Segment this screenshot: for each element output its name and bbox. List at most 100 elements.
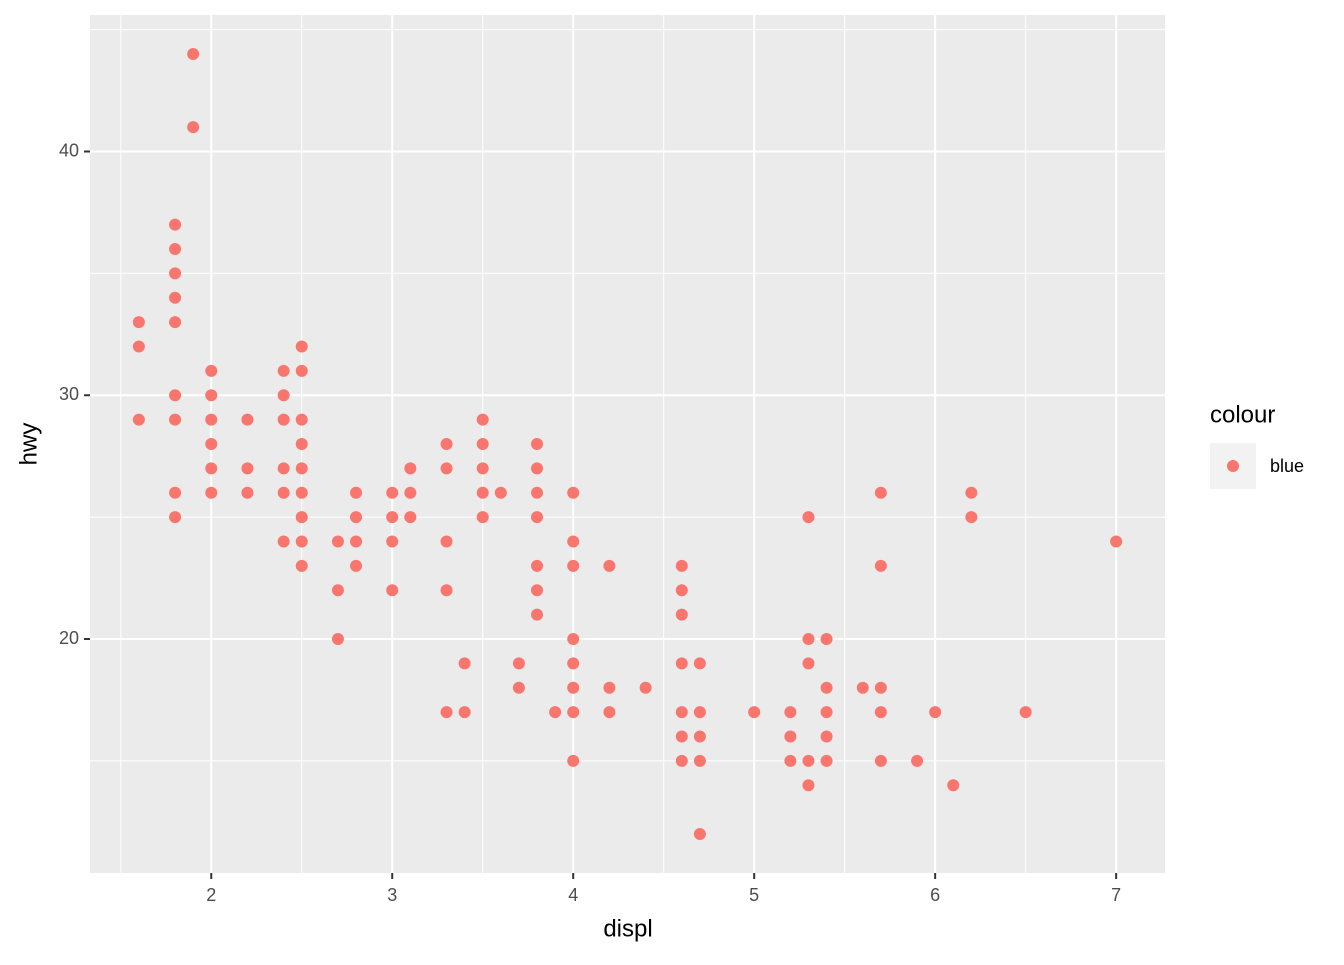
point	[639, 681, 652, 694]
point	[947, 779, 960, 792]
point	[693, 754, 706, 767]
point	[386, 584, 399, 597]
point	[277, 486, 290, 499]
point	[440, 706, 453, 719]
point	[169, 243, 182, 255]
point	[169, 316, 182, 329]
point	[567, 681, 580, 694]
y-tick-label: 40	[59, 140, 79, 160]
point	[404, 511, 417, 524]
point	[1019, 706, 1032, 719]
point	[693, 657, 706, 670]
point	[531, 438, 544, 450]
panel	[90, 15, 1165, 873]
point	[874, 681, 887, 694]
point	[784, 706, 797, 719]
point	[350, 559, 363, 572]
point	[693, 730, 706, 743]
x-tick-label: 5	[749, 885, 759, 905]
point	[693, 706, 706, 719]
point	[567, 706, 580, 719]
point	[603, 681, 616, 694]
point	[567, 535, 580, 548]
point	[549, 706, 562, 719]
point	[404, 462, 417, 475]
point	[675, 754, 688, 767]
point	[169, 413, 182, 426]
point	[820, 706, 833, 719]
point	[531, 608, 544, 621]
point	[567, 486, 580, 499]
point	[350, 486, 363, 499]
y-axis-label: hwy	[15, 423, 42, 466]
point	[476, 413, 489, 426]
point	[874, 486, 887, 499]
point	[205, 364, 218, 377]
point	[169, 267, 182, 280]
point	[169, 389, 182, 402]
point	[911, 754, 924, 767]
legend-title: colour	[1210, 401, 1275, 428]
x-tick-label: 7	[1111, 885, 1121, 905]
point	[531, 559, 544, 572]
point	[440, 438, 453, 450]
point	[476, 486, 489, 499]
point	[965, 486, 978, 499]
point	[820, 681, 833, 694]
point	[531, 462, 544, 475]
point	[531, 486, 544, 499]
point	[205, 413, 218, 426]
point	[476, 511, 489, 524]
point	[205, 486, 218, 499]
point	[603, 559, 616, 572]
point	[169, 291, 182, 304]
point	[748, 706, 761, 719]
point	[386, 511, 399, 524]
point	[386, 486, 399, 499]
point	[965, 511, 978, 524]
point	[132, 316, 145, 329]
point	[169, 218, 182, 231]
point	[820, 633, 833, 645]
point	[675, 584, 688, 597]
x-tick-label: 3	[387, 885, 397, 905]
x-tick-label: 6	[930, 885, 940, 905]
point	[531, 584, 544, 597]
point	[295, 559, 308, 572]
point	[820, 754, 833, 767]
point	[458, 657, 471, 670]
point	[440, 535, 453, 548]
x-tick-label: 2	[206, 885, 216, 905]
point	[567, 657, 580, 670]
point	[132, 340, 145, 353]
point	[675, 559, 688, 572]
point	[476, 462, 489, 475]
point	[603, 706, 616, 719]
point	[440, 584, 453, 597]
point	[458, 706, 471, 719]
point	[205, 438, 218, 450]
point	[675, 608, 688, 621]
point	[784, 730, 797, 743]
y-tick-label: 30	[59, 384, 79, 404]
point	[350, 511, 363, 524]
legend-swatch	[1227, 460, 1239, 472]
point	[331, 535, 344, 548]
point	[512, 657, 525, 670]
point	[277, 462, 290, 475]
point	[404, 486, 417, 499]
point	[856, 681, 869, 694]
point	[350, 535, 363, 548]
point	[205, 462, 218, 475]
point	[277, 364, 290, 377]
point	[295, 340, 308, 353]
point	[531, 511, 544, 524]
point	[169, 486, 182, 499]
point	[241, 486, 254, 499]
point	[802, 511, 815, 524]
y-tick-label: 20	[59, 628, 79, 648]
point	[331, 633, 344, 645]
point	[675, 706, 688, 719]
point	[874, 706, 887, 719]
